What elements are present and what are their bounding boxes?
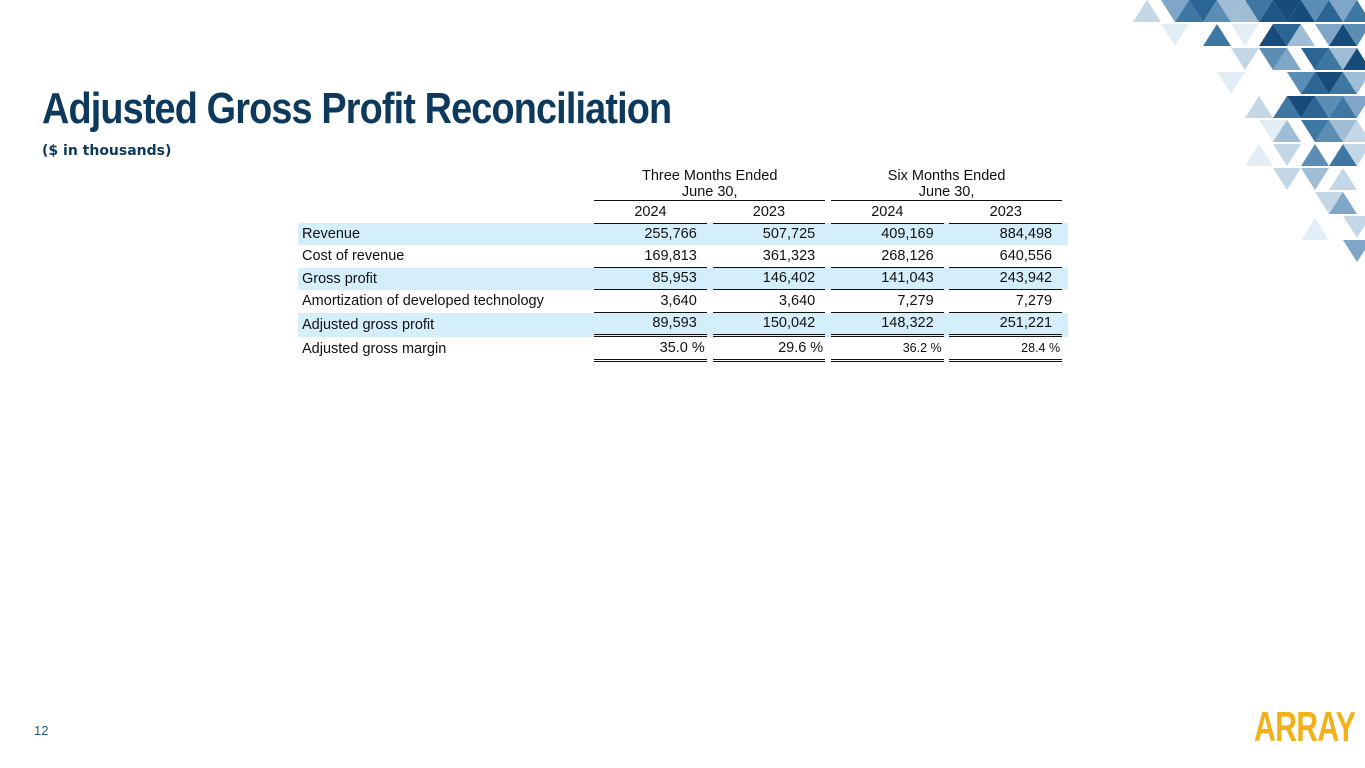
cell-value: 148,322	[831, 312, 944, 337]
cell-value: 361,323	[712, 245, 826, 268]
row-label: Adjusted gross margin	[302, 341, 447, 358]
row-label: Revenue	[298, 222, 595, 245]
cell-value: 85,953	[594, 267, 707, 290]
row-label: Gross profit	[298, 267, 595, 290]
cell-value: 7,279	[949, 290, 1063, 313]
array-logo: ARRAY	[1254, 703, 1356, 750]
year-header: 2024	[634, 203, 667, 220]
table-row-cost-of-revenue: Cost of revenue 169,813 361,323 268,126 …	[298, 245, 1068, 268]
cell-value: 35.0 %	[594, 337, 707, 362]
cell-value: 507,725	[712, 222, 826, 245]
cell-value: 640,556	[949, 245, 1063, 268]
cell-value: 409,169	[831, 222, 944, 245]
reconciliation-table: Three Months Ended June 30, Six Months En…	[298, 164, 1068, 362]
table-row-adjusted-gross-profit: Adjusted gross profit 89,593 150,042 148…	[298, 312, 1068, 337]
cell-value: 89,593	[594, 312, 707, 337]
cell-value: 146,402	[712, 267, 826, 290]
cell-value: 268,126	[831, 245, 944, 268]
row-label: Amortization of developed technology	[302, 293, 544, 310]
page-subtitle: ($ in thousands)	[42, 143, 172, 159]
cell-value: 29.6 %	[712, 337, 826, 362]
cell-value: 28.4 %	[949, 337, 1063, 362]
page-title: Adjusted Gross Profit Reconciliation	[42, 84, 672, 133]
cell-value: 3,640	[594, 290, 707, 313]
cell-value: 3,640	[712, 290, 826, 313]
table-row-revenue: Revenue 255,766 507,725 409,169 884,498	[298, 222, 1068, 245]
cell-value: 7,279	[831, 290, 944, 313]
row-label: Adjusted gross profit	[298, 312, 595, 337]
year-header-row: 2024 2023 2024 2023	[298, 201, 1068, 223]
cell-value: 36.2 %	[831, 337, 944, 362]
cell-value: 150,042	[712, 312, 826, 337]
table-row-amortization: Amortization of developed technology 3,6…	[298, 290, 1068, 313]
cell-value: 884,498	[949, 222, 1063, 245]
group-header-six-months: Six Months Ended June 30,	[831, 164, 1063, 201]
cell-value: 169,813	[594, 245, 707, 268]
row-label: Cost of revenue	[302, 248, 405, 265]
cell-value: 243,942	[949, 267, 1063, 290]
year-header: 2024	[871, 203, 904, 220]
page-number: 12	[34, 723, 49, 738]
decorative-triangles	[1133, 0, 1365, 262]
cell-value: 255,766	[594, 222, 707, 245]
table-row-adjusted-gross-margin: Adjusted gross margin 35.0 % 29.6 % 36.2…	[298, 337, 1068, 362]
year-header: 2023	[989, 203, 1022, 220]
cell-value: 251,221	[949, 312, 1063, 337]
year-header: 2023	[752, 203, 786, 220]
group-header-three-months: Three Months Ended June 30,	[594, 164, 826, 201]
cell-value: 141,043	[831, 267, 944, 290]
group-header-row: Three Months Ended June 30, Six Months En…	[298, 164, 1068, 201]
table-row-gross-profit: Gross profit 85,953 146,402 141,043 243,…	[298, 267, 1068, 290]
